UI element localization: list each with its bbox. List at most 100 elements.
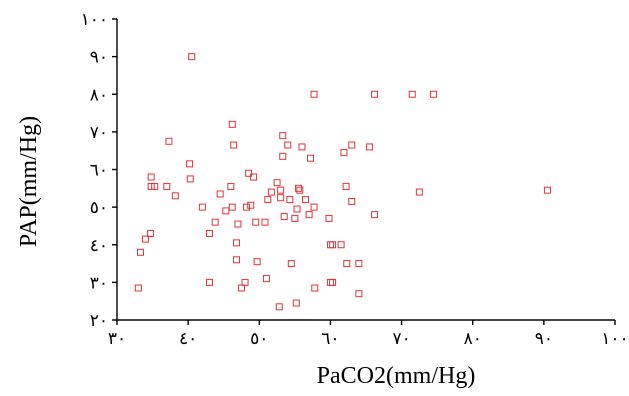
- data-point: [252, 218, 260, 226]
- data-point: [342, 182, 350, 190]
- data-point: [198, 203, 206, 211]
- data-point: [296, 186, 304, 194]
- data-point: [250, 173, 258, 181]
- y-tick-label: ٢٠: [90, 311, 108, 331]
- data-point: [188, 53, 196, 61]
- axes: [116, 19, 615, 321]
- data-point: [163, 182, 171, 190]
- data-point: [307, 154, 315, 162]
- data-point: [241, 278, 249, 286]
- data-point: [430, 90, 438, 98]
- data-point: [234, 220, 242, 228]
- data-point: [228, 120, 236, 128]
- x-tick-label: ٧٠: [392, 329, 410, 349]
- data-point: [337, 241, 345, 249]
- data-point: [279, 152, 287, 160]
- data-point: [245, 169, 253, 177]
- data-point: [286, 196, 294, 204]
- y-tick-label: ٣٠: [90, 273, 108, 293]
- data-point: [355, 290, 363, 298]
- data-point: [136, 248, 144, 256]
- data-point: [277, 186, 285, 194]
- x-tick-label: ٣٠: [108, 329, 126, 349]
- data-point: [253, 258, 261, 266]
- data-point: [302, 196, 310, 204]
- x-tick-label: ٨٠: [464, 329, 482, 349]
- data-point: [287, 260, 295, 268]
- data-point: [261, 218, 269, 226]
- data-point: [355, 260, 363, 268]
- data-point: [292, 299, 300, 307]
- data-point: [543, 186, 551, 194]
- data-point: [228, 203, 236, 211]
- y-tick-label: ٥٠: [90, 198, 108, 218]
- data-point: [165, 137, 173, 145]
- data-point: [277, 194, 285, 202]
- data-point: [147, 173, 155, 181]
- data-points: [134, 53, 551, 311]
- data-point: [146, 229, 154, 237]
- data-point: [371, 211, 379, 219]
- data-point: [343, 260, 351, 268]
- data-point: [267, 188, 275, 196]
- x-axis-title: PaCO2(mm/Hg): [317, 363, 476, 389]
- data-point: [230, 141, 238, 149]
- data-point: [326, 278, 334, 286]
- x-tick-label: ٤٠: [179, 329, 197, 349]
- y-axis-title: PAP(mm/Hg): [16, 116, 42, 247]
- data-point: [298, 143, 306, 151]
- data-point: [340, 149, 348, 157]
- data-point: [279, 132, 287, 140]
- data-point: [371, 90, 379, 98]
- data-point: [293, 205, 301, 213]
- data-point: [242, 203, 250, 211]
- data-point: [291, 214, 299, 222]
- data-point: [415, 188, 423, 196]
- y-tick-label: ١٠٠: [81, 10, 108, 30]
- y-axis-ticks: ٢٠ ٣٠ ٤٠ ٥٠ ٦٠ ٧٠ ٨٠ ٩٠ ١٠٠: [81, 10, 117, 331]
- data-point: [205, 278, 213, 286]
- x-axis-ticks: ٣٠ ٤٠ ٥٠ ٦٠ ٧٠ ٨٠ ٩٠ ١٠٠: [108, 320, 629, 349]
- y-tick-label: ٧٠: [90, 123, 108, 143]
- data-point: [147, 182, 155, 190]
- data-point: [262, 275, 270, 283]
- data-point: [280, 213, 288, 221]
- data-point: [141, 235, 149, 243]
- y-tick-label: ٤٠: [90, 236, 108, 256]
- data-point: [171, 192, 179, 200]
- y-tick-label: ٨٠: [90, 85, 108, 105]
- data-point: [227, 182, 235, 190]
- data-point: [151, 182, 159, 190]
- x-tick-label: ١٠٠: [601, 329, 628, 349]
- x-tick-label: ٩٠: [535, 329, 553, 349]
- data-point: [186, 175, 194, 183]
- data-point: [366, 143, 374, 151]
- data-point: [233, 239, 241, 247]
- y-tick-label: ٦٠: [90, 161, 108, 181]
- data-point: [329, 241, 337, 249]
- data-point: [310, 203, 318, 211]
- data-point: [348, 197, 356, 205]
- data-point: [408, 90, 416, 98]
- data-point: [325, 214, 333, 222]
- data-point: [311, 284, 319, 292]
- data-point: [264, 196, 272, 204]
- data-point: [329, 278, 337, 286]
- data-point: [233, 256, 241, 264]
- x-tick-label: ٦٠: [321, 329, 339, 349]
- data-point: [205, 229, 213, 237]
- data-point: [273, 179, 281, 187]
- data-point: [211, 218, 219, 226]
- data-point: [326, 241, 334, 249]
- data-point: [305, 211, 313, 219]
- data-point: [222, 207, 230, 215]
- data-point: [247, 201, 255, 209]
- data-point: [134, 284, 142, 292]
- data-point: [186, 160, 194, 168]
- x-tick-label: ٥٠: [250, 329, 268, 349]
- data-point: [284, 141, 292, 149]
- data-point: [275, 303, 283, 311]
- data-point: [294, 184, 302, 192]
- data-point: [216, 190, 224, 198]
